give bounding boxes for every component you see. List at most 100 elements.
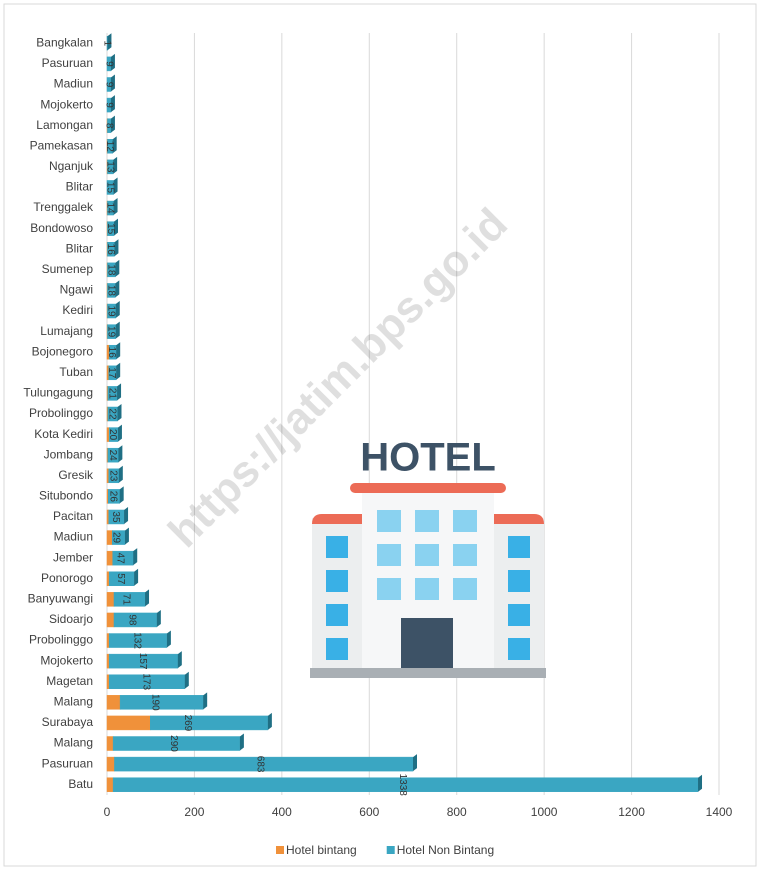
y-tick-label: Bojonegoro	[32, 344, 94, 358]
y-tick-label: Sumenep	[42, 262, 94, 276]
y-tick-label: Tulungagung	[23, 386, 93, 400]
data-label: 12	[104, 141, 115, 153]
y-tick-label: Probolinggo	[29, 406, 93, 420]
y-tick-label: Bangkalan	[36, 35, 93, 49]
y-tick-label: Banyuwangi	[28, 592, 93, 606]
y-tick-label: Pasuruan	[42, 756, 93, 770]
data-label: 47	[114, 553, 125, 565]
data-label: 15	[105, 223, 116, 235]
bar	[107, 510, 109, 524]
data-label: 18	[106, 264, 117, 276]
data-label: 290	[168, 735, 179, 752]
y-tick-label: Mojokerto	[40, 97, 93, 111]
y-tick-label: Magetan	[46, 674, 93, 688]
hotel-title: HOTEL	[360, 436, 496, 480]
bar	[107, 737, 113, 751]
legend-swatch	[276, 846, 284, 854]
data-label: 24	[107, 450, 118, 462]
y-tick-label: Malang	[54, 736, 93, 750]
y-tick-label: Kota Kediri	[34, 427, 93, 441]
x-tick-label: 600	[359, 805, 379, 819]
data-label: 190	[149, 694, 160, 711]
bar	[107, 654, 109, 668]
data-label: 1	[102, 41, 113, 47]
y-tick-label: Batu	[68, 777, 93, 791]
y-tick-label: Situbondo	[39, 489, 93, 503]
bar	[150, 716, 268, 730]
windows	[377, 510, 477, 600]
x-tick-label: 800	[447, 805, 467, 819]
y-tick-label: Mojokerto	[40, 653, 93, 667]
data-label: 26	[108, 491, 119, 503]
y-tick-label: Pamekasan	[30, 138, 93, 152]
y-tick-label: Lumajang	[40, 324, 93, 338]
data-label: 16	[106, 347, 117, 359]
y-tick-label: Gresik	[58, 468, 94, 482]
data-label: 29	[110, 532, 121, 544]
y-tick-label: Trenggalek	[33, 200, 94, 214]
bar	[107, 634, 109, 648]
data-label: 9	[103, 82, 114, 88]
data-label: 1338	[397, 774, 408, 797]
bar	[107, 613, 114, 627]
data-label: 98	[126, 614, 137, 626]
data-label: 683	[254, 756, 265, 773]
y-tick-label: Surabaya	[42, 715, 94, 729]
x-tick-label: 1200	[618, 805, 645, 819]
data-label: 57	[115, 573, 126, 585]
y-tick-label: Blitar	[66, 241, 93, 255]
data-label: 18	[106, 285, 117, 297]
legend-label: Hotel bintang	[286, 843, 357, 857]
data-label: 132	[131, 632, 142, 649]
y-tick-label: Lamongan	[36, 118, 93, 132]
roof	[492, 514, 544, 524]
roof	[350, 483, 506, 493]
data-label: 13	[104, 161, 115, 173]
y-tick-label: Ponorogo	[41, 571, 93, 585]
base	[310, 668, 546, 678]
y-tick-label: Madiun	[54, 77, 93, 91]
bar	[107, 778, 113, 792]
y-tick-label: Ngawi	[60, 283, 93, 297]
y-tick-label: Tuban	[59, 365, 93, 379]
data-label: 8	[103, 123, 114, 129]
data-label: 23	[107, 470, 118, 482]
data-label: 19	[106, 326, 117, 338]
data-label: 17	[106, 367, 117, 379]
bar	[107, 551, 113, 565]
bar	[107, 695, 120, 709]
legend-label: Hotel Non Bintang	[397, 843, 494, 857]
x-tick-label: 1400	[706, 805, 733, 819]
y-tick-label: Sidoarjo	[49, 612, 93, 626]
x-tick-label: 1000	[531, 805, 558, 819]
data-label: 269	[182, 715, 193, 732]
data-label: 71	[120, 594, 131, 606]
x-tick-label: 0	[104, 805, 111, 819]
y-tick-label: Jember	[53, 550, 93, 564]
data-label: 9	[103, 102, 114, 108]
y-tick-label: Nganjuk	[49, 159, 94, 173]
data-label: 16	[105, 244, 116, 256]
data-label: 173	[140, 673, 151, 690]
bar	[107, 675, 109, 689]
data-label: 14	[105, 202, 116, 214]
data-label: 157	[137, 653, 148, 670]
bar	[120, 695, 203, 709]
x-tick-label: 400	[272, 805, 292, 819]
data-label: 21	[106, 388, 117, 400]
bar	[107, 716, 150, 730]
data-label: 15	[105, 182, 116, 194]
y-tick-label: Bondowoso	[30, 221, 93, 235]
y-tick-label: Jombang	[44, 447, 93, 461]
legend-swatch	[387, 846, 395, 854]
y-tick-label: Kediri	[62, 303, 93, 317]
y-tick-label: Madiun	[54, 530, 93, 544]
y-tick-label: Malang	[54, 694, 93, 708]
bar	[107, 572, 109, 586]
door	[401, 618, 453, 668]
y-tick-label: Blitar	[66, 180, 93, 194]
data-label: 35	[110, 511, 121, 523]
bar	[107, 757, 114, 771]
data-label: 19	[106, 305, 117, 317]
